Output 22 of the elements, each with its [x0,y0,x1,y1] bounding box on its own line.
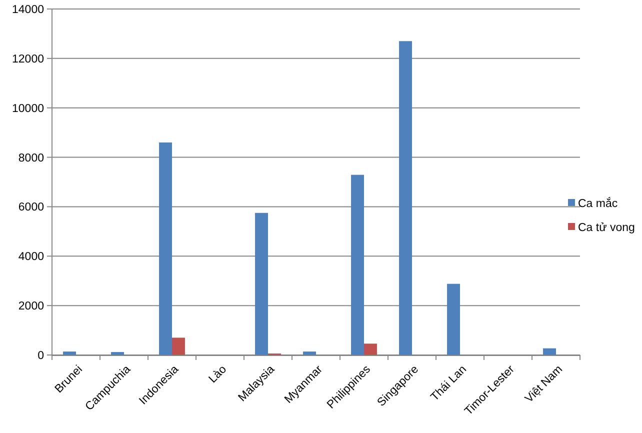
y-tick-label: 2000 [18,300,44,313]
y-tick-label: 6000 [18,202,44,214]
y-tick-label: 8000 [18,152,44,164]
y-tick-label: 12000 [12,53,44,66]
y-tick-label: 14000 [12,4,44,16]
legend-label: Ca tử vong [578,222,635,234]
bar [447,284,460,355]
bar [111,352,124,355]
bar [351,174,364,355]
y-tick-label: 0 [38,350,44,362]
legend-label: Ca mắc [578,197,618,210]
bar [303,352,316,355]
x-tick-label: Lào [206,363,229,386]
bar [364,344,377,355]
bar [63,352,76,355]
bar [255,212,268,355]
y-tick-label: 10000 [12,102,44,115]
bar [543,348,556,355]
bar [172,338,185,355]
y-tick-label: 4000 [18,251,44,264]
bar [399,41,412,355]
bar [159,142,172,355]
